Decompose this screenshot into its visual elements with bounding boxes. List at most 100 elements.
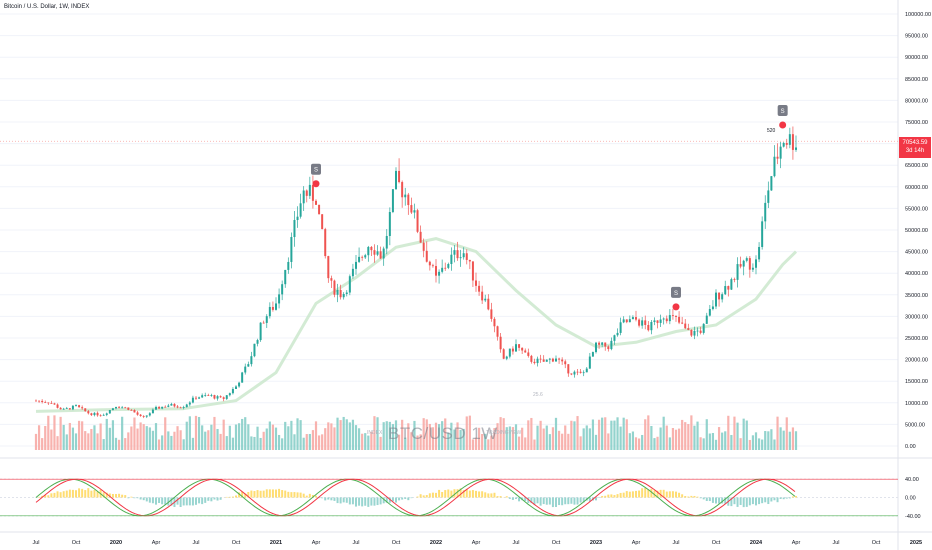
candle-body xyxy=(548,358,551,360)
volume-bar xyxy=(582,428,585,450)
oscillator-histogram-bar xyxy=(650,488,653,498)
oscillator-histogram-bar xyxy=(761,497,764,504)
candle-body xyxy=(244,366,247,373)
oscillator-histogram-bar xyxy=(696,496,699,498)
volume-bar xyxy=(50,429,53,450)
candle-body xyxy=(613,335,616,341)
candle-body xyxy=(65,408,68,409)
candle-body xyxy=(118,406,121,408)
volume-bar xyxy=(751,435,755,450)
candle-body xyxy=(84,408,87,412)
candle-body xyxy=(155,406,157,410)
oscillator-histogram-bar xyxy=(59,492,62,498)
oscillator-histogram-bar xyxy=(518,497,521,502)
oscillator-histogram-bar xyxy=(484,492,487,498)
oscillator-histogram-bar xyxy=(376,497,379,506)
candle-body xyxy=(93,412,96,416)
oscillator-histogram-bar xyxy=(628,491,631,498)
candle-body xyxy=(776,156,779,159)
oscillator-histogram-bar xyxy=(287,491,290,498)
oscillator-histogram-bar xyxy=(699,497,702,499)
oscillator-histogram-bar xyxy=(671,491,674,498)
oscillator-histogram-bar xyxy=(321,497,324,499)
volume-bar xyxy=(524,437,527,450)
volume-bar xyxy=(154,423,158,450)
oscillator-histogram-bar xyxy=(324,497,327,501)
candle-body xyxy=(508,348,511,357)
oscillator-histogram-bar xyxy=(127,497,130,499)
volume-bar xyxy=(84,431,87,450)
oscillator-histogram-bar xyxy=(616,494,619,498)
candle-body xyxy=(401,182,404,198)
volume-bar xyxy=(656,436,659,450)
volume-bar xyxy=(302,437,305,450)
oscillator-histogram-bar xyxy=(795,496,797,498)
oscillator-histogram-bar xyxy=(207,497,210,501)
volume-bar xyxy=(388,421,391,450)
volume-bar xyxy=(90,428,93,450)
oscillator-histogram-bar xyxy=(93,489,96,498)
candle-body xyxy=(456,250,459,259)
candle-body xyxy=(35,400,37,402)
candle-body xyxy=(50,402,53,404)
oscillator-histogram-bar xyxy=(133,497,136,499)
oscillator-histogram-bar xyxy=(136,497,139,499)
volume-bar xyxy=(127,432,130,450)
price-axis: 100000.00 95000.00 90000.00 85000.00 80000.0… xyxy=(905,12,931,520)
oscillator-histogram-bar xyxy=(573,497,576,505)
candle-body xyxy=(770,176,773,191)
oscillator-histogram-bar xyxy=(90,490,93,498)
volume-bar xyxy=(111,420,115,450)
oscillator-histogram-bar xyxy=(536,497,539,504)
volume-bar xyxy=(244,417,247,450)
candle-body xyxy=(647,324,650,331)
oscillator-histogram-bar xyxy=(755,497,757,506)
candle-body xyxy=(124,407,127,409)
candle-body xyxy=(176,406,179,408)
volume-bar xyxy=(671,428,675,450)
volume-bar xyxy=(188,416,191,450)
candle-body xyxy=(376,251,379,255)
candle-body xyxy=(751,267,754,270)
volume-bar xyxy=(794,431,798,450)
candle-body xyxy=(795,147,797,150)
oscillator-histogram-bar xyxy=(693,495,696,498)
oscillator-histogram-bar xyxy=(475,490,477,498)
volume-bar xyxy=(496,423,499,450)
candle-body xyxy=(148,413,151,416)
candle-body xyxy=(622,319,625,323)
volume-bar xyxy=(81,421,84,450)
volume-bar xyxy=(542,428,545,450)
volume-bar xyxy=(637,438,641,450)
candle-body xyxy=(127,407,130,410)
oscillator-histogram-bar xyxy=(102,492,105,498)
candle-body xyxy=(533,361,536,364)
volume-bar xyxy=(791,427,795,450)
price-tick-label: 30000.00 xyxy=(905,314,928,320)
volume-bar xyxy=(391,424,395,450)
volume-bar xyxy=(139,422,142,450)
candle-body xyxy=(505,356,508,359)
volume-bar xyxy=(585,425,588,450)
candle-body xyxy=(671,315,674,316)
oscillator-histogram-bar xyxy=(213,497,216,500)
volume-bar xyxy=(96,433,99,450)
volume-bar xyxy=(194,415,198,450)
oscillator-histogram-bar xyxy=(431,492,434,498)
candle-body xyxy=(302,190,305,204)
volume-bar xyxy=(548,434,551,450)
candle-body xyxy=(733,279,736,280)
oscillator-histogram-bar xyxy=(108,493,111,498)
oscillator-histogram-bar xyxy=(315,495,317,498)
oscillator-histogram-bar xyxy=(228,496,231,498)
candle-body xyxy=(459,257,462,259)
volume-bar xyxy=(674,429,678,450)
oscillator-histogram-bar xyxy=(711,497,714,503)
oscillator-histogram-bar xyxy=(724,497,727,504)
oscillator-histogram-bar xyxy=(111,493,114,498)
oscillator-histogram-bar xyxy=(788,497,791,499)
candle-body xyxy=(767,190,770,203)
volume-bar xyxy=(37,425,41,450)
volume-bar xyxy=(336,417,339,450)
